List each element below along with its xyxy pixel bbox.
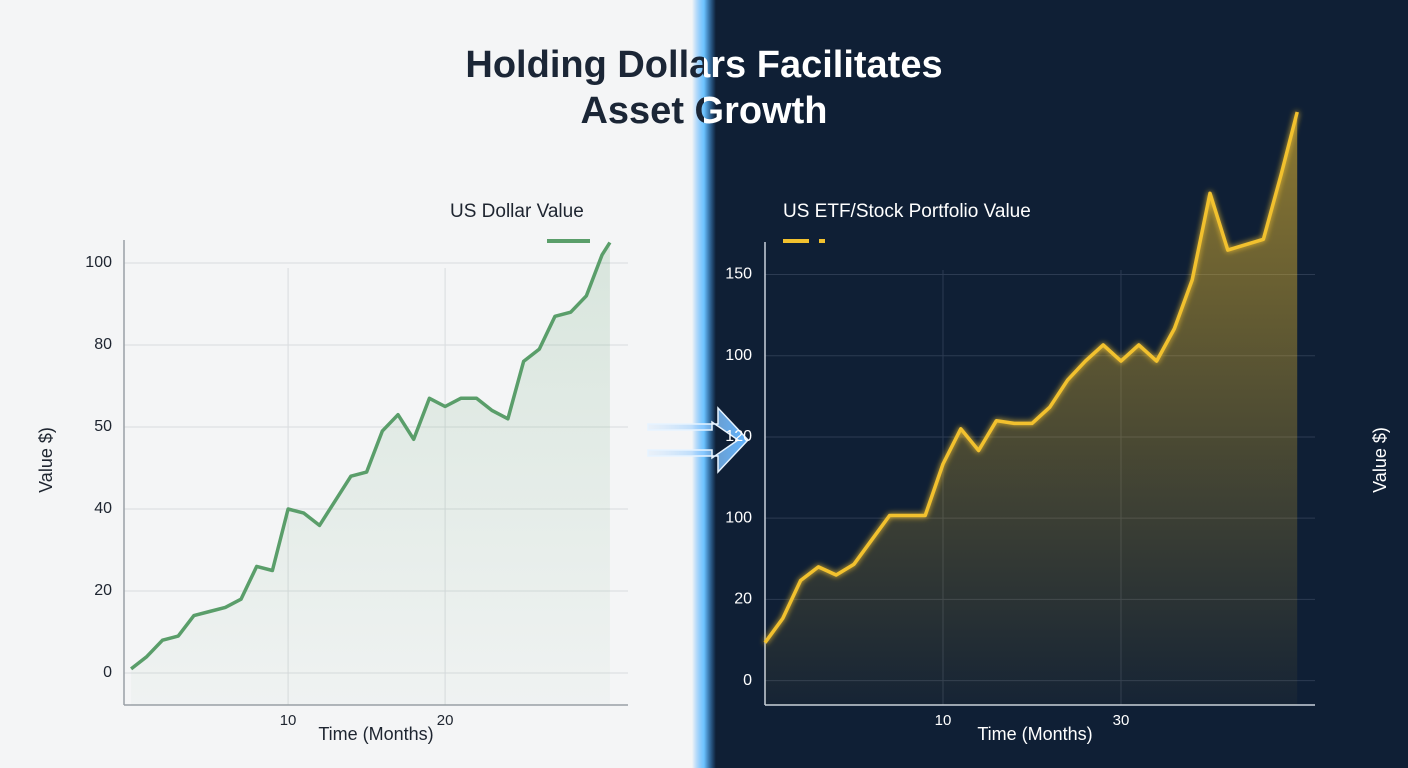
y-tick-label: 100 — [725, 509, 752, 526]
y-axis-label: Value $) — [36, 427, 56, 493]
legend-label: US ETF/Stock Portfolio Value — [783, 201, 1031, 222]
line — [130, 241, 612, 671]
area — [131, 242, 610, 705]
y-axis-label: Value $) — [1370, 427, 1390, 493]
y-tick-label: 40 — [94, 500, 112, 517]
y-tick-label: 80 — [94, 336, 112, 353]
legend-label: US Dollar Value — [450, 201, 584, 222]
y-tick-label: 20 — [94, 582, 112, 599]
y-tick-label: 20 — [734, 591, 752, 608]
y-tick-label: 0 — [103, 664, 112, 681]
title: Holding Dollars Facilitates Asset Growth — [454, 42, 954, 134]
y-tick-label: 0 — [743, 672, 752, 689]
y-tick-label: 100 — [725, 347, 752, 364]
transition-arrow — [647, 406, 750, 474]
x-tick-label: 20 — [437, 712, 454, 729]
y-tick-label: 50 — [94, 418, 112, 435]
y-tick-label: 120 — [725, 428, 752, 445]
area — [765, 112, 1298, 705]
x-tick-label: 10 — [935, 712, 952, 729]
y-tick-label: 100 — [85, 254, 112, 271]
x-axis-label: Time (Months) — [318, 724, 433, 744]
x-tick-label: 30 — [1113, 712, 1130, 729]
divider-glow — [692, 0, 716, 768]
x-tick-label: 10 — [280, 712, 297, 729]
x-axis-label: Time (Months) — [977, 724, 1092, 744]
line — [763, 111, 1299, 644]
y-tick-label: 150 — [725, 266, 752, 283]
